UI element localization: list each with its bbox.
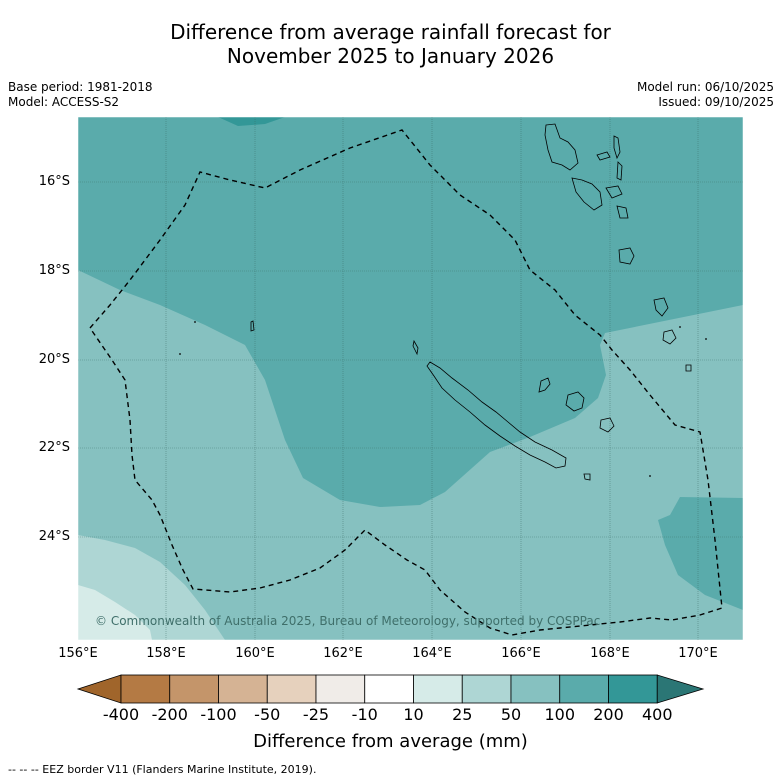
colorbar-tick-label: 10: [403, 705, 424, 724]
espiritu-santo-island: [544, 123, 579, 171]
reef-dot: [649, 475, 651, 477]
model-run: Model run: 06/10/2025: [636, 80, 774, 94]
lon-label: 164°E: [412, 646, 452, 661]
colorbar-tick-label: 25: [452, 705, 473, 724]
mare-island: [599, 417, 615, 433]
meta-left: Base period: 1981-2018 Model: ACCESS-S2: [8, 80, 153, 110]
lon-label: 166°E: [501, 646, 541, 661]
reef-dot: [705, 338, 707, 340]
colorbar-tick-label: -50: [254, 705, 281, 724]
walpole-island: [583, 473, 591, 481]
lat-label: 18°S: [38, 263, 70, 278]
colorbar-swatch: [413, 674, 463, 704]
colorbar-tick-label: 200: [593, 705, 624, 724]
colorbar-swatch: [608, 674, 658, 704]
lon-label: 168°E: [590, 646, 630, 661]
colorbar-tick-label: -25: [302, 705, 330, 724]
meta-right: Model run: 06/10/2025 Issued: 09/10/2025: [637, 80, 774, 110]
colorbar-tick-label: -400: [102, 705, 140, 724]
colorbar-swatch: [559, 674, 609, 704]
reef-dot: [179, 353, 181, 355]
lifou-island: [565, 391, 585, 412]
title-line-2: November 2025 to January 2026: [226, 44, 555, 68]
eez-border: [89, 129, 723, 636]
colorbar-swatch: [218, 674, 268, 704]
eez-footnote: -- -- -- EEZ border V11 (Flanders Marine…: [8, 763, 317, 776]
colorbar-swatch: [120, 674, 171, 704]
lon-label: 158°E: [146, 646, 186, 661]
colorbar-arrow-low: [76, 674, 122, 704]
colorbar-swatch: [266, 674, 317, 704]
copyright-text: © Commonwealth of Australia 2025, Bureau…: [95, 614, 601, 628]
ambae-island: [596, 151, 611, 161]
colorbar-swatch: [461, 674, 512, 704]
region-100-200-east: [658, 497, 743, 610]
small-islet-east: [685, 364, 692, 372]
colorbar-tick-label: -100: [200, 705, 237, 724]
region-200-400: [218, 117, 285, 126]
colorbar: [76, 674, 705, 704]
ouvea-island: [538, 377, 551, 393]
region-100-200: [78, 117, 743, 507]
title-line-1: Difference from average rainfall forecas…: [170, 20, 611, 44]
colorbar-tick-label: -200: [151, 705, 188, 724]
lon-label: 162°E: [323, 646, 363, 661]
lon-label: 170°E: [678, 646, 718, 661]
colorbar-tick-label: 50: [500, 705, 522, 724]
maewo-island: [613, 135, 621, 160]
aneityum-island: [662, 329, 677, 345]
colorbar-swatch: [169, 674, 219, 704]
colorbar-arrow-high: [656, 674, 705, 704]
colorbar-tick-label: -10: [351, 705, 378, 724]
tanna-island: [653, 297, 669, 317]
issued-date: Issued: 09/10/2025: [658, 95, 774, 109]
small-islet-west: [250, 320, 255, 332]
gridlines: [78, 117, 743, 640]
new-caledonia-island: [426, 361, 567, 469]
malekula-island: [571, 177, 603, 211]
reef-dot: [679, 326, 681, 328]
region-10-25: [78, 585, 152, 640]
belep-islands: [412, 339, 419, 356]
lon-label: 160°E: [235, 646, 275, 661]
colorbar-tick-label: 100: [544, 705, 576, 724]
colorbar-swatch: [510, 674, 561, 704]
pentecost-island: [616, 161, 623, 181]
lat-label: 20°S: [38, 352, 70, 367]
efate-island: [616, 205, 629, 219]
colorbar-swatch: [364, 674, 414, 704]
lon-label: 156°E: [58, 646, 98, 661]
ambrym-island: [605, 185, 623, 199]
base-period: Base period: 1981-2018: [8, 80, 153, 94]
colorbar-swatch: [315, 674, 366, 704]
reef-dot: [194, 321, 196, 323]
map-area: [78, 117, 743, 640]
colorbar-title: Difference from average (mm): [253, 731, 528, 752]
colorbar-tick-label: 400: [641, 705, 673, 724]
chart-title: Difference from average rainfall forecas…: [0, 20, 781, 68]
erromango-island: [618, 247, 635, 265]
lat-label: 22°S: [38, 440, 70, 455]
map-frame: [77, 116, 744, 641]
lat-label: 16°S: [38, 174, 70, 189]
lat-label: 24°S: [38, 529, 70, 544]
model-name: Model: ACCESS-S2: [8, 95, 120, 109]
